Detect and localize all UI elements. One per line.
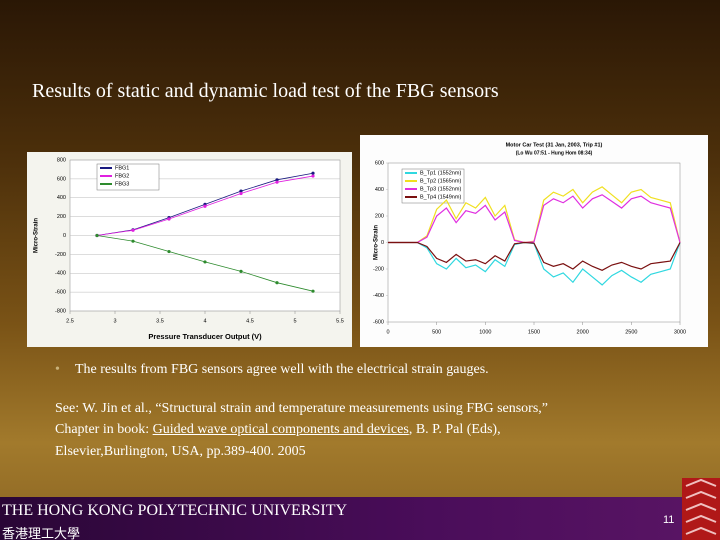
y-tick-label: 400 <box>57 195 66 201</box>
logo <box>682 478 720 540</box>
bullet-text: The results from FBG sensors agree well … <box>75 362 489 377</box>
point <box>95 233 99 238</box>
point <box>239 191 243 196</box>
x-tick-label: 1500 <box>528 329 540 335</box>
point <box>311 289 315 293</box>
x-tick-label: 5 <box>293 318 296 324</box>
y-tick-label: 800 <box>57 157 66 163</box>
point <box>203 204 207 208</box>
legend-label: FBG2 <box>115 173 129 179</box>
x-tick-label: 1000 <box>479 329 491 335</box>
x-tick-label: 2000 <box>577 329 589 335</box>
legend-label: B_Tp3 (1552nm) <box>420 186 461 192</box>
y-tick-label: 200 <box>375 213 384 219</box>
y-tick-label: 400 <box>375 187 384 193</box>
point <box>203 260 207 264</box>
point <box>167 217 171 221</box>
x-tick-label: 5.5 <box>336 318 344 324</box>
y-axis-label: Micro-Strain <box>34 218 40 253</box>
footer: THE HONG KONG POLYTECHNIC UNIVERSITY 香港理… <box>0 497 720 540</box>
slide-title: Results of static and dynamic load test … <box>32 80 499 102</box>
x-tick-label: 3000 <box>674 329 686 335</box>
y-tick-label: -800 <box>55 308 66 314</box>
point <box>275 178 279 182</box>
university-name: THE HONG KONG POLYTECHNIC UNIVERSITY <box>2 502 348 519</box>
y-tick-label: -600 <box>373 319 384 325</box>
y-tick-label: 600 <box>375 160 384 166</box>
y-tick-label: -200 <box>373 266 384 272</box>
reference-line: Chapter in book: Guided wave optical com… <box>55 422 501 438</box>
point <box>239 189 243 193</box>
point <box>131 228 135 232</box>
series-line <box>388 241 681 271</box>
x-tick-label: 3 <box>113 318 116 324</box>
y-tick-label: 0 <box>63 233 66 239</box>
y-tick-label: -200 <box>55 252 66 258</box>
reference-line: See: W. Jin et al., “Structural strain a… <box>55 401 549 416</box>
point <box>311 171 315 175</box>
legend-label: B_Tp1 (1552nm) <box>420 170 461 176</box>
x-tick-label: 4.5 <box>246 318 254 324</box>
y-tick-label: 200 <box>57 214 66 220</box>
point <box>275 281 279 285</box>
university-chinese: 香港理工大學 <box>2 527 81 540</box>
legend-label: FBG1 <box>115 165 129 171</box>
legend-label: FBG3 <box>115 181 129 187</box>
x-tick-label: 2.5 <box>66 318 74 324</box>
point <box>275 180 279 184</box>
y-tick-label: -600 <box>55 290 66 296</box>
x-axis-label: Pressure Transducer Output (V) <box>148 332 262 341</box>
point <box>311 174 315 178</box>
x-tick-label: 0 <box>386 329 389 335</box>
point <box>239 269 243 273</box>
x-tick-label: 500 <box>432 329 441 335</box>
x-tick-label: 3.5 <box>156 318 164 324</box>
page-number: 11 <box>663 514 675 526</box>
x-tick-label: 4 <box>203 318 206 324</box>
point <box>131 239 135 243</box>
series-line <box>388 194 681 244</box>
book-title: Guided wave optical components and devic… <box>152 422 409 437</box>
reference-text: , B. P. Pal (Eds), <box>408 422 501 437</box>
y-tick-label: 0 <box>381 240 384 246</box>
x-tick-label: 2500 <box>625 329 637 335</box>
reference-line: Elsevier,Burlington, USA, pp.389-400. 20… <box>55 444 306 459</box>
chart-subtitle: (Lo Wu 07:51 - Hung Hom 08:34) <box>516 150 593 156</box>
chart-title: Motor Car Test (31 Jan, 2003, Trip #1) <box>506 142 603 148</box>
y-tick-label: -400 <box>55 271 66 277</box>
point <box>167 249 171 254</box>
y-tick-label: 600 <box>57 176 66 182</box>
y-tick-label: -400 <box>373 293 384 299</box>
legend-label: B_Tp4 (1549nm) <box>420 194 461 200</box>
reference-text: Chapter in book: <box>55 422 153 437</box>
y-axis-label: Micro-Strain <box>374 225 380 260</box>
legend-label: B_Tp2 (1565nm) <box>420 178 461 184</box>
bullet-mark: • <box>55 362 60 377</box>
